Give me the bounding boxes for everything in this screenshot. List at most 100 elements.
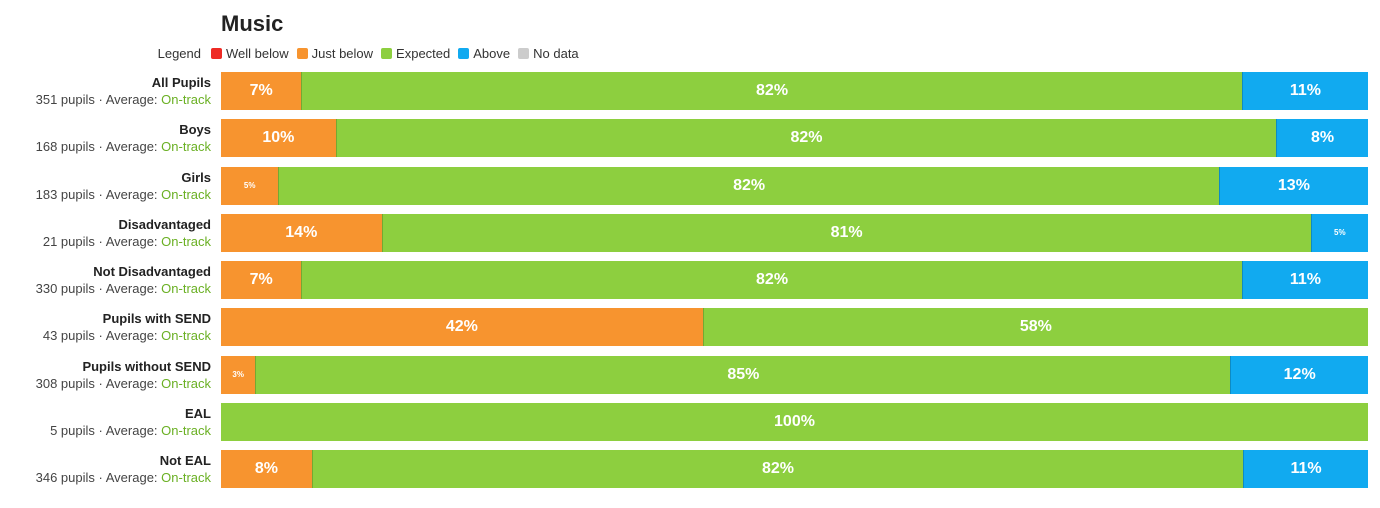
legend-item-label: Above	[473, 45, 511, 61]
average-value: On-track	[161, 92, 211, 107]
legend-item: Well below	[211, 46, 289, 61]
row-name: Pupils without SEND	[82, 358, 211, 374]
row-label: Pupils without SEND 308 pupils · Average:…	[0, 356, 211, 394]
row-name: Not Disadvantaged	[93, 264, 211, 279]
pupil-count: 308 pupils	[35, 375, 95, 391]
bar-segment-just-below[interactable]: 42%	[221, 308, 703, 347]
row-name: Disadvantaged	[118, 216, 211, 232]
separator: ·	[94, 139, 106, 155]
legend-swatch	[381, 47, 393, 59]
average-prefix: Average:	[105, 422, 162, 438]
segment-label: 5%	[243, 181, 256, 190]
average-value: On-track	[161, 186, 211, 202]
segment-label: 82%	[790, 129, 823, 147]
segment-label: 12%	[1283, 365, 1316, 383]
average-value: On-track	[161, 422, 211, 438]
segment-label: 10%	[262, 129, 295, 147]
pupil-count: 183 pupils	[35, 186, 95, 202]
bar-segment-expected[interactable]: 82%	[335, 119, 1277, 158]
stacked-bar: 10% 82% 8%	[221, 119, 1368, 158]
chart-row: Pupils without SEND 308 pupils · Average:…	[0, 355, 1380, 394]
bar-segment-above[interactable]: 12%	[1230, 355, 1368, 394]
legend-item-label: Expected	[396, 45, 451, 61]
bar-segment-expected[interactable]: 82%	[278, 166, 1219, 205]
average-value: On-track	[161, 328, 211, 344]
separator: ·	[94, 422, 106, 438]
chart-title: Music	[221, 11, 284, 36]
legend-item-label: Just below	[311, 45, 374, 61]
row-label: Not EAL 346 pupils · Average: On-track	[0, 450, 211, 488]
bar-segment-above[interactable]: 5%	[1310, 213, 1368, 252]
row-name: Pupils with SEND	[102, 311, 211, 327]
legend-swatch	[296, 47, 308, 59]
segment-label: 11%	[1289, 82, 1321, 99]
row-label: Pupils with SEND 43 pupils · Average: On-…	[0, 308, 211, 346]
chart-row: All Pupils 351 pupils · Average: On-track…	[0, 72, 1380, 110]
pupil-count: 330 pupils	[35, 281, 95, 296]
row-subtitle: 330 pupils · Average: On-track	[0, 280, 211, 297]
average-value: On-track	[161, 139, 211, 155]
bar-segment-expected[interactable]: 82%	[311, 450, 1244, 488]
row-label: Disadvantaged 21 pupils · Average: On-tra…	[0, 214, 211, 252]
stacked-bar: 14% 81% 5%	[221, 213, 1368, 252]
chart-row: Girls 183 pupils · Average: On-track 5% 82%…	[0, 166, 1380, 205]
legend-swatch	[458, 47, 470, 59]
bar-segment-just-below[interactable]: 7%	[221, 72, 302, 110]
bar-segment-just-below[interactable]: 10%	[221, 119, 336, 158]
row-label: EAL 5 pupils · Average: On-track	[0, 403, 211, 441]
chart-row: Pupils with SEND 43 pupils · Average: On-…	[0, 308, 1380, 347]
stacked-bar: 100%	[221, 402, 1368, 441]
separator: ·	[94, 328, 106, 344]
bar-segment-above[interactable]: 11%	[1241, 261, 1368, 299]
legend-swatch	[518, 47, 530, 59]
bar-segment-expected[interactable]: 85%	[255, 355, 1231, 394]
chart-row: Not Disadvantaged 330 pupils · Average: O…	[0, 261, 1380, 299]
row-name: All Pupils	[151, 75, 211, 90]
bar-segment-above[interactable]: 13%	[1218, 166, 1368, 205]
segment-label: 42%	[445, 318, 478, 336]
chart-row: EAL 5 pupils · Average: On-track 100%	[0, 402, 1380, 441]
bar-segment-expected[interactable]: 81%	[381, 213, 1311, 252]
pupil-count: 168 pupils	[35, 139, 95, 155]
legend-item-label: No data	[533, 45, 579, 61]
bar-segment-just-below[interactable]: 3%	[221, 355, 256, 394]
row-subtitle: 21 pupils · Average: On-track	[0, 233, 211, 250]
bar-segment-above[interactable]: 11%	[1241, 72, 1368, 110]
legend-item: Above	[458, 46, 510, 61]
separator: ·	[94, 470, 106, 485]
bar-segment-above[interactable]: 11%	[1243, 450, 1368, 488]
row-subtitle: 308 pupils · Average: On-track	[0, 375, 211, 392]
pupil-count: 5 pupils	[50, 422, 95, 438]
pupil-count: 21 pupils	[42, 233, 95, 249]
bar-segment-expected[interactable]: 100%	[221, 402, 1368, 441]
bar-segment-just-below[interactable]: 14%	[221, 213, 382, 252]
bar-segment-just-below[interactable]: 5%	[221, 166, 279, 205]
stacked-bar: 5% 82% 13%	[221, 166, 1368, 205]
separator: ·	[94, 92, 106, 107]
row-label: Not Disadvantaged 330 pupils · Average: O…	[0, 261, 211, 299]
segment-label: 11%	[1289, 271, 1321, 288]
bar-segment-above[interactable]: 8%	[1276, 119, 1368, 158]
row-subtitle: 43 pupils · Average: On-track	[0, 327, 211, 344]
bar-segment-just-below[interactable]: 8%	[221, 450, 312, 488]
segment-label: 82%	[756, 82, 789, 99]
legend-items: Well below Just below Expected Above No data	[211, 46, 587, 61]
bar-segment-expected[interactable]: 82%	[301, 72, 1242, 110]
bar-segment-expected[interactable]: 82%	[301, 261, 1242, 299]
average-prefix: Average:	[105, 328, 162, 344]
segment-label: 8%	[1311, 129, 1335, 147]
bar-segment-expected[interactable]: 58%	[702, 308, 1368, 347]
segment-label: 82%	[761, 460, 794, 477]
row-label: Boys 168 pupils · Average: On-track	[0, 119, 211, 157]
bar-segment-just-below[interactable]: 7%	[221, 261, 302, 299]
segment-label: 82%	[733, 176, 766, 194]
segment-label: 7%	[249, 82, 273, 99]
segment-label: 3%	[232, 370, 244, 379]
stacked-bar: 42% 58%	[221, 308, 1368, 347]
average-prefix: Average:	[105, 186, 162, 202]
pupil-count: 346 pupils	[35, 470, 95, 485]
stacked-bar: 7% 82% 11%	[221, 72, 1368, 110]
row-name: Not EAL	[159, 453, 211, 468]
row-label: All Pupils 351 pupils · Average: On-track	[0, 72, 211, 110]
segment-label: 58%	[1019, 318, 1052, 336]
